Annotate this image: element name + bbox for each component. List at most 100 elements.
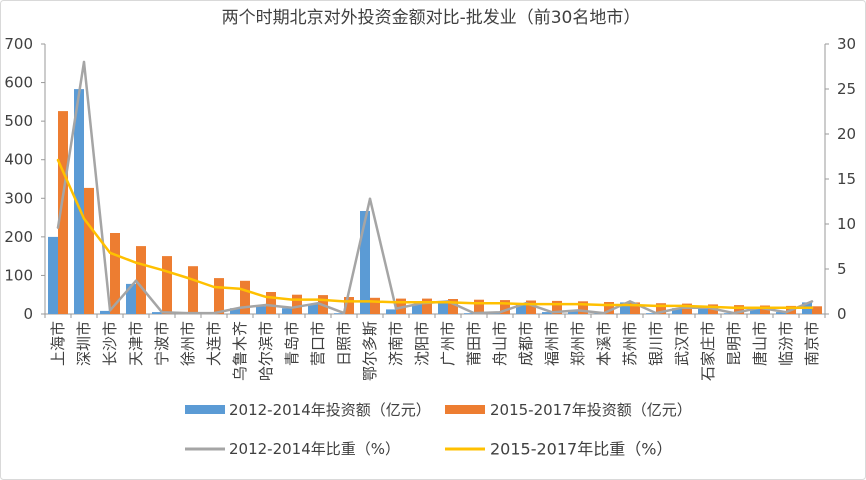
bar-2015-2017-investment-30 <box>812 306 822 314</box>
line-2015-2017-share-point-10 <box>290 298 294 301</box>
line-2015-2017-share-point-26 <box>706 305 710 308</box>
bar-2012-2014-investment-9 <box>256 306 266 314</box>
left-axis-tick-label: 400 <box>4 151 33 169</box>
axis-tick-labels: 0 100 200 300 400 500 600 700 0 5 10 15 20 25 30 <box>4 35 856 323</box>
line-2012-2014-share-point-13 <box>368 197 372 200</box>
category-label: 上海市 <box>49 321 67 366</box>
right-axis-tick-label: 20 <box>837 125 856 143</box>
bar-2015-2017-investment-23 <box>630 302 640 314</box>
line-2012-2014-share-point-27 <box>732 311 736 315</box>
bar-2015-2017-investment-5 <box>162 256 172 314</box>
category-label: 长沙市 <box>101 321 119 366</box>
line-2012-2014-share-point-21 <box>576 309 580 312</box>
category-label: 昆明市 <box>725 321 743 366</box>
line-2012-2014-share-point-11 <box>316 302 320 305</box>
line-2015-2017-share-point-4 <box>134 261 138 264</box>
legend-label-2015-2017-investment: 2015-2017年投资额（亿元） <box>490 401 692 419</box>
category-label: 乌鲁木齐 <box>231 321 249 381</box>
category-labels: 上海市 深圳市 长沙市 天津市 宁波市 徐州市 大连市 乌鲁木齐 哈尔滨市 青岛市 营口市 日照市 鄂尔… <box>49 321 821 381</box>
line-2015-2017-share-point-28 <box>758 306 762 309</box>
bar-2015-2017-investment-15 <box>422 298 432 314</box>
category-label: 广州市 <box>439 321 457 366</box>
line-2012-2014-share-point-4 <box>134 279 138 282</box>
line-2012-2014-share-point-24 <box>654 311 658 315</box>
bar-2015-2017-investment-10 <box>292 294 302 314</box>
line-2012-2014-share-point-2 <box>82 60 86 64</box>
line-2015-2017-share-point-6 <box>186 276 190 280</box>
right-axis-tick-label: 30 <box>837 35 856 53</box>
legend: 2012-2014年投资额（亿元） 2015-2017年投资额（亿元） 2012… <box>185 401 692 459</box>
bar-2012-2014-investment-27 <box>724 313 734 314</box>
category-label: 南京市 <box>803 321 821 366</box>
bar-2012-2014-investment-5 <box>152 312 162 314</box>
bar-2012-2014-investment-19 <box>516 304 526 314</box>
line-2015-2017-share-point-29 <box>784 306 788 309</box>
line-2015-2017-share-point-14 <box>394 301 398 304</box>
line-2015-2017-share-point-25 <box>680 304 684 308</box>
right-axis-tick-label: 5 <box>837 260 847 278</box>
bar-2012-2014-investment-20 <box>542 312 552 314</box>
line-2015-2017-share-point-1 <box>56 158 60 162</box>
bar-2012-2014-investment-17 <box>464 313 474 314</box>
legend-item-2015-2017-investment: 2015-2017年投资额（亿元） <box>445 401 692 419</box>
left-axis-tick-label: 600 <box>4 74 33 92</box>
category-label: 苏州市 <box>621 321 639 366</box>
category-label: 大连市 <box>205 321 223 366</box>
category-label: 沈阳市 <box>413 321 431 366</box>
line-2015-2017-share-point-18 <box>498 302 502 305</box>
bar-2012-2014-investment-16 <box>438 302 448 314</box>
legend-label-2012-2014-investment: 2012-2014年投资额（亿元） <box>229 401 431 419</box>
bars <box>48 89 822 314</box>
category-label: 天津市 <box>127 321 145 366</box>
bar-2015-2017-investment-27 <box>734 305 744 314</box>
left-axis-tick-label: 0 <box>23 305 33 323</box>
legend-swatch-2015-2017-investment <box>445 405 485 414</box>
bar-2015-2017-investment-17 <box>474 299 484 314</box>
legend-swatch-2012-2014-investment <box>185 405 225 414</box>
bar-2015-2017-investment-20 <box>552 300 562 314</box>
line-2015-2017-share-point-7 <box>212 285 216 289</box>
line-2015-2017-share-point-3 <box>108 251 112 254</box>
legend-item-2012-2014-share: 2012-2014年比重（%） <box>185 440 400 458</box>
bar-2012-2014-investment-12 <box>334 313 344 314</box>
bar-2012-2014-investment-24 <box>646 313 656 314</box>
bar-2012-2014-investment-3 <box>100 310 110 314</box>
bar-2015-2017-investment-22 <box>604 302 614 314</box>
bar-2015-2017-investment-19 <box>526 300 536 314</box>
line-2012-2014-share-point-12 <box>342 311 346 315</box>
bar-2012-2014-investment-28 <box>750 308 760 314</box>
line-2012-2014-share-point-10 <box>290 306 294 309</box>
line-2015-2017-share <box>56 158 814 309</box>
category-label: 营口市 <box>309 321 327 366</box>
bar-2015-2017-investment-18 <box>500 300 510 314</box>
category-label: 深圳市 <box>75 321 93 366</box>
bar-2012-2014-investment-4 <box>126 283 136 314</box>
line-2015-2017-share-point-9 <box>264 295 268 299</box>
line-2012-2014-share-point-9 <box>264 303 268 307</box>
line-2015-2017-share-group <box>56 158 814 309</box>
bar-2012-2014-investment-21 <box>568 310 578 314</box>
bar-2015-2017-investment-4 <box>136 246 146 314</box>
line-2012-2014-share-point-20 <box>550 311 554 314</box>
category-label: 银川市 <box>647 321 665 366</box>
line-2015-2017-share-point-19 <box>524 302 528 306</box>
category-label: 石家庄市 <box>699 321 717 381</box>
category-label: 徐州市 <box>179 321 197 366</box>
line-2012-2014-share-point-17 <box>472 311 476 315</box>
bar-2015-2017-investment-2 <box>84 187 94 314</box>
category-label: 福州市 <box>543 321 561 366</box>
bar-2015-2017-investment-12 <box>344 297 354 314</box>
category-label: 鄂尔多斯 <box>361 321 379 381</box>
line-2012-2014-share-point-14 <box>394 307 398 310</box>
left-axis-tick-label: 700 <box>4 35 33 53</box>
bar-2012-2014-investment-11 <box>308 304 318 314</box>
category-label: 成都市 <box>517 321 535 366</box>
bar-2015-2017-investment-8 <box>240 280 250 314</box>
line-2015-2017-share-point-21 <box>576 302 580 306</box>
bar-2015-2017-investment-24 <box>656 303 666 314</box>
line-2012-2014-share-point-3 <box>108 309 112 312</box>
line-2015-2017-share-point-2 <box>82 217 86 220</box>
line-2015-2017-share-point-27 <box>732 306 736 309</box>
category-label: 哈尔滨市 <box>257 321 275 381</box>
legend-item-2015-2017-share: 2015-2017年比重（%） <box>445 440 672 459</box>
